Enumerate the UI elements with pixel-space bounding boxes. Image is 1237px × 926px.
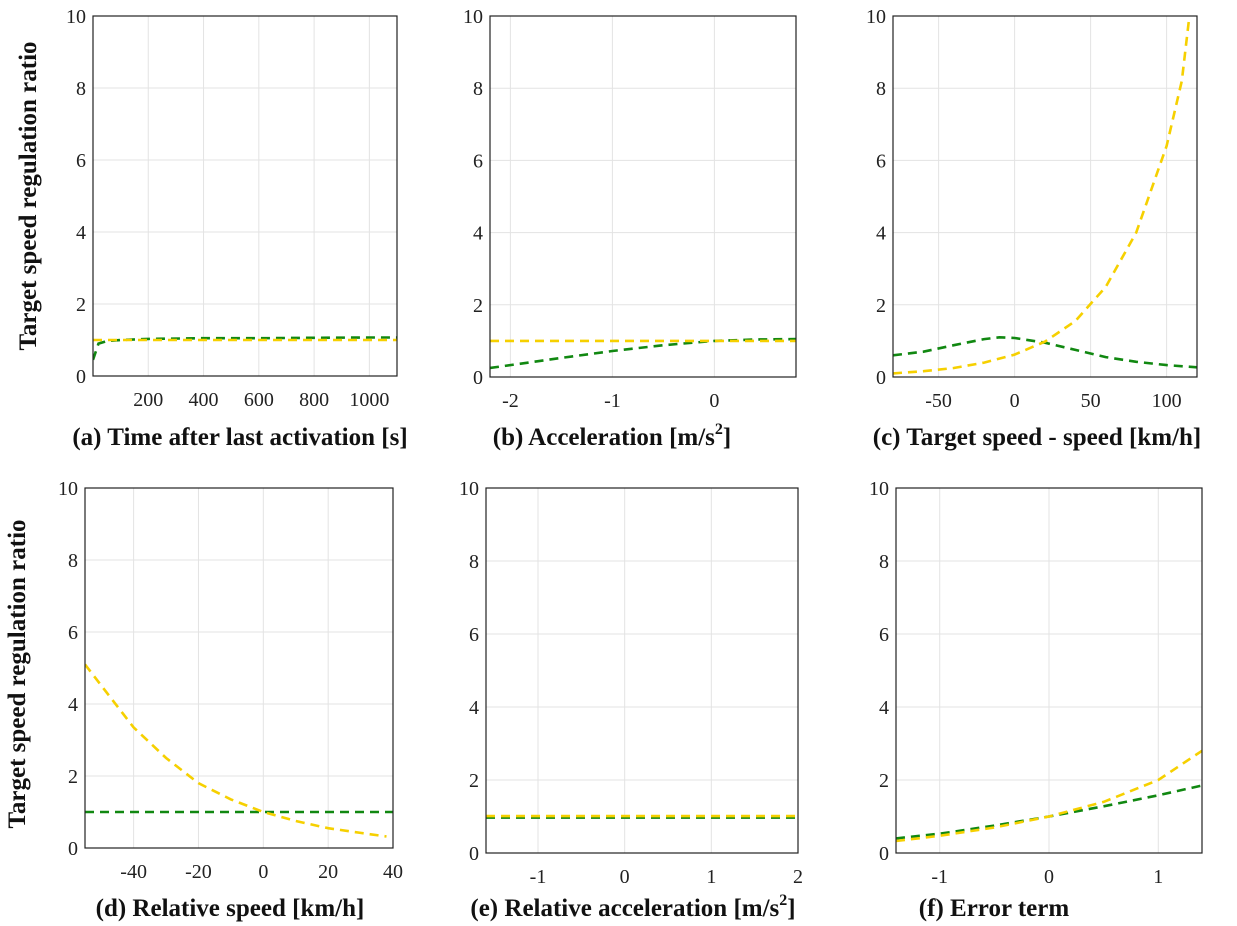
panel-a-ytick-5: 10 (66, 6, 86, 28)
ylabel-row-2: Target speed regulation ratio (4, 519, 31, 828)
panel-c-series-1 (893, 16, 1191, 375)
panel-a-ytick-2: 4 (76, 222, 86, 244)
panel-e-ytick-4: 8 (469, 551, 479, 573)
panel-a-ytick-4: 8 (76, 78, 86, 100)
panel-f-xtick-2: 1 (1153, 866, 1163, 888)
panel-f-ytick-0: 0 (879, 843, 889, 865)
panel-c-ytick-1: 2 (876, 295, 886, 317)
panel-a-xtick-2: 600 (244, 389, 274, 411)
panel-c-ytick-4: 8 (876, 78, 886, 100)
panel-f-xtick-0: -1 (931, 866, 948, 888)
panel-a-axes-frame (92, 15, 398, 377)
panel-d-ytick-5: 10 (58, 478, 78, 500)
panel-a: 0 2 4 6 8 10 200 400 600 800 1000 (a) Time after la… (66, 6, 408, 451)
panel-c-axes-frame (892, 15, 1198, 378)
panel-f-ytick-5: 10 (869, 478, 889, 500)
panel-f: 0 2 4 6 8 10 -1 0 1 (f) Error term (869, 478, 1203, 922)
panel-a-series-0 (93, 336, 397, 361)
panel-b-ytick-1: 2 (473, 295, 483, 317)
panel-a-xtick-1: 400 (189, 389, 219, 411)
panel-f-ytick-2: 4 (879, 697, 889, 719)
panel-b-xtick-2: 0 (709, 390, 719, 412)
panel-a-ytick-1: 2 (76, 294, 86, 316)
panel-c-series-0 (893, 335, 1197, 369)
panel-f-axes-frame (895, 487, 1203, 854)
panel-a-ytick-3: 6 (76, 150, 86, 172)
panel-d-ytick-4: 8 (68, 550, 78, 572)
panel-f-ytick-4: 8 (879, 551, 889, 573)
panel-e-xtick-1: 0 (620, 866, 630, 888)
panel-b-xtick-1: -1 (604, 390, 621, 412)
panel-d-xtick-4: 40 (383, 861, 403, 883)
panel-e-xtick-0: -1 (530, 866, 547, 888)
panel-a-ytick-0: 0 (76, 366, 86, 388)
panel-d-ytick-2: 4 (68, 694, 78, 716)
panel-f-ytick-3: 6 (879, 624, 889, 646)
panel-e-xtick-2: 1 (706, 866, 716, 888)
panel-d-xtick-1: -20 (185, 861, 212, 883)
panel-e-xtick-3: 2 (793, 866, 803, 888)
panel-e-xlabel-sup: 2 (779, 892, 787, 909)
panel-b-xtick-0: -2 (502, 390, 519, 412)
panel-b-ytick-5: 10 (463, 6, 483, 28)
panel-f-xlabel: (f) Error term (919, 895, 1070, 922)
panel-e-ytick-2: 4 (469, 697, 479, 719)
panel-e-xlabel: (e) Relative acceleration [m/s2] (470, 892, 795, 922)
panel-e-axes-frame (485, 487, 799, 854)
panel-b-ytick-3: 6 (473, 150, 483, 172)
panel-d-ytick-0: 0 (68, 838, 78, 860)
panel-b-xlabel-suffix: ] (723, 424, 731, 451)
panel-c-ytick-2: 4 (876, 223, 886, 245)
panel-c-xtick-1: 0 (1010, 390, 1020, 412)
panel-b-ytick-2: 4 (473, 223, 483, 245)
panel-b-ytick-0: 0 (473, 367, 483, 389)
panel-c-ytick-0: 0 (876, 367, 886, 389)
panel-c-xtick-3: 100 (1152, 390, 1182, 412)
panel-a-xlabel: (a) Time after last activation [s] (72, 424, 407, 451)
panel-a-xtick-4: 1000 (349, 389, 389, 411)
panel-f-series-1 (896, 749, 1202, 843)
panel-b-xlabel-sup: 2 (715, 421, 723, 438)
panel-e-ytick-5: 10 (459, 478, 479, 500)
panel-c-ytick-5: 10 (866, 6, 886, 28)
panel-d-ytick-1: 2 (68, 766, 78, 788)
panel-d-ytick-3: 6 (68, 622, 78, 644)
panel-b-axes-frame (489, 15, 797, 378)
panel-d-xlabel: (d) Relative speed [km/h] (96, 895, 365, 922)
panel-b-xlabel: (b) Acceleration [m/s2] (493, 421, 731, 451)
panel-d-series-1 (85, 663, 387, 838)
panel-d: 0 2 4 6 8 10 -40 -20 0 20 40 (d) Relative speed [km… (58, 478, 403, 922)
panel-e-ytick-3: 6 (469, 624, 479, 646)
panel-f-ytick-1: 2 (879, 770, 889, 792)
panel-c-xtick-0: -50 (925, 390, 952, 412)
panel-b-ytick-4: 8 (473, 78, 483, 100)
panel-e-ytick-1: 2 (469, 770, 479, 792)
panel-e-xlabel-suffix: ] (787, 895, 795, 922)
panel-e-ytick-0: 0 (469, 843, 479, 865)
panel-a-xtick-3: 800 (299, 389, 329, 411)
panel-d-xtick-2: 0 (258, 861, 268, 883)
panel-c-ytick-3: 6 (876, 150, 886, 172)
panel-c: 0 2 4 6 8 10 -50 0 50 100 (c) Target speed - speed… (866, 6, 1201, 451)
panel-a-xtick-0: 200 (133, 389, 163, 411)
panel-f-xtick-1: 0 (1044, 866, 1054, 888)
panel-c-xtick-2: 50 (1081, 390, 1101, 412)
panel-d-axes-frame (84, 487, 394, 849)
panel-c-xlabel: (c) Target speed - speed [km/h] (873, 424, 1201, 451)
panel-b: 0 2 4 6 8 10 -2 -1 0 (b) Acceleration [m/s2] (463, 6, 797, 451)
panel-d-xtick-3: 20 (318, 861, 338, 883)
panel-b-series-0 (490, 337, 796, 370)
ylabel-row-1: Target speed regulation ratio (15, 41, 42, 350)
panel-d-xtick-0: -40 (120, 861, 147, 883)
